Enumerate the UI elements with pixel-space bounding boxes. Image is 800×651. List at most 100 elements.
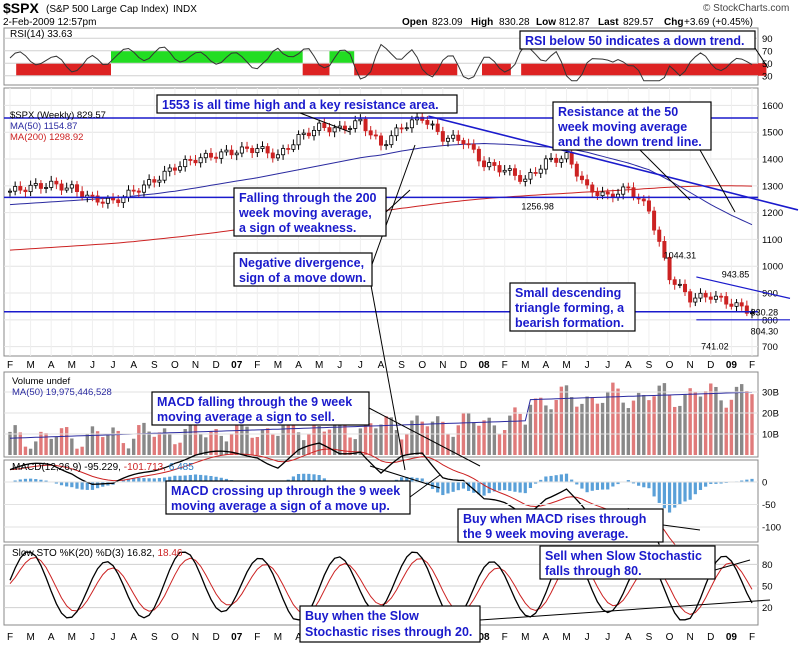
candle-body: [260, 146, 265, 149]
macd-hist-bar: [291, 476, 296, 482]
price-tick: 1500: [762, 128, 783, 139]
rsi-zone: [354, 63, 458, 76]
candle-body: [64, 187, 69, 191]
month-tick: A: [130, 632, 137, 643]
macd-label: MACD(12,26,9) -95.229, -101.713, 6.485: [12, 462, 194, 473]
macd-buy-note: Buy when MACD rises through the 9 week m…: [457, 508, 664, 543]
volume-bar: [477, 425, 481, 455]
month-tick: D: [460, 360, 467, 371]
macd-hist-bar: [188, 474, 192, 482]
volume-bar: [631, 400, 636, 455]
candle-body: [605, 191, 610, 195]
volume-bar: [75, 448, 79, 455]
rsi-tick: 70: [762, 46, 773, 57]
macd-hist-bar: [626, 480, 630, 482]
volume-bar: [209, 431, 213, 455]
macd-hist-bar: [704, 482, 708, 487]
candle-body: [672, 279, 677, 285]
svg-text:Negative divergence,: Negative divergence,: [239, 256, 364, 270]
macd-hist-bar: [23, 478, 28, 482]
volume-bar: [271, 434, 275, 455]
svg-text:Buy when the Slow: Buy when the Slow: [305, 609, 419, 623]
volume-bar: [636, 392, 641, 455]
macd-hist-bar: [503, 482, 507, 491]
price-tick: 800: [762, 315, 778, 326]
candle-body: [193, 159, 198, 164]
candle-body: [255, 148, 260, 154]
volume-bar: [405, 433, 409, 455]
macd-hist-bar: [39, 479, 43, 482]
candle-body: [250, 147, 255, 154]
month-tick: F: [749, 360, 755, 371]
volume-bar: [698, 396, 703, 455]
candle-body: [317, 122, 322, 131]
month-tick: J: [111, 360, 116, 371]
volume-bar: [13, 425, 17, 455]
macd-hist-bar: [518, 482, 522, 493]
svg-text:bearish formation.: bearish formation.: [515, 316, 624, 330]
volume-bar: [276, 435, 280, 455]
volume-bar: [214, 429, 218, 455]
candle-body: [646, 200, 651, 212]
month-tick: S: [646, 632, 653, 643]
candle-body: [528, 172, 533, 180]
candle-body: [662, 241, 667, 258]
candle-body: [435, 123, 440, 132]
volume-bar: [348, 437, 352, 455]
volume-bar: [544, 405, 548, 455]
month-tick: M: [562, 360, 570, 371]
svg-text:RSI below 50 indicates a down: RSI below 50 indicates a down trend.: [525, 34, 745, 48]
macd-hist-bar: [662, 482, 667, 509]
candle-body: [162, 170, 167, 181]
volume-bar: [399, 439, 404, 455]
price-candles: [7, 111, 755, 319]
candle-body: [456, 134, 461, 141]
month-tick: J: [90, 360, 95, 371]
candle-body: [729, 303, 734, 307]
svg-text:MACD falling through the 9 wee: MACD falling through the 9 week: [157, 395, 352, 409]
low-label: Low: [536, 17, 556, 28]
volume-bar: [343, 423, 347, 455]
volume-bar: [739, 384, 744, 455]
exchange-label: INDX: [173, 4, 197, 15]
candle-body: [533, 172, 538, 174]
macd-tick: -100: [762, 523, 781, 534]
chg-label: Chg: [664, 17, 683, 28]
legend-ma200: MA(200) 1298.92: [10, 132, 83, 143]
candle-body: [38, 183, 43, 189]
volume-bar: [425, 426, 430, 455]
volume-bar: [410, 420, 414, 455]
macd-hist-bar: [95, 482, 100, 489]
candle-body: [667, 256, 672, 281]
macd-hist-bar: [570, 479, 574, 482]
month-tick: 08: [478, 360, 490, 371]
month-tick: 08: [478, 632, 490, 643]
volume-bar: [126, 448, 131, 455]
rsi-note: RSI below 50 indicates a down trend.: [519, 30, 756, 50]
macd-hist-bar: [745, 479, 749, 482]
rsi-connector: [754, 47, 769, 69]
macd-hist-bar: [657, 482, 661, 503]
volume-bar: [307, 434, 311, 455]
candle-body: [445, 137, 450, 142]
macd-hist-bar: [564, 473, 569, 482]
volume-bar: [657, 385, 661, 455]
volume-bar: [178, 442, 182, 455]
macd-hist-bar: [312, 474, 316, 482]
divergence-note: Negative divergence, sign of a move down…: [233, 252, 373, 287]
month-tick: J: [90, 632, 95, 643]
macd-hist-bar: [441, 482, 445, 496]
high-connector: [299, 112, 351, 133]
macd-hist-bar: [616, 482, 620, 485]
price-tick: 1600: [762, 101, 783, 112]
volume-bar: [652, 396, 656, 455]
macd-hist-bar: [508, 482, 512, 491]
month-tick: A: [625, 632, 632, 643]
volume-bar: [18, 432, 23, 455]
price-value-label: 1044.31: [664, 250, 697, 260]
volume-bar: [539, 397, 543, 455]
svg-text:Falling through the 200: Falling through the 200: [239, 191, 377, 205]
svg-text:Small descending: Small descending: [515, 286, 621, 300]
month-axis-top: F M A M J J A S O N D 07 F M A M J J A S O N D 08 F M A M J J A S O N D 09 F: [7, 360, 755, 371]
